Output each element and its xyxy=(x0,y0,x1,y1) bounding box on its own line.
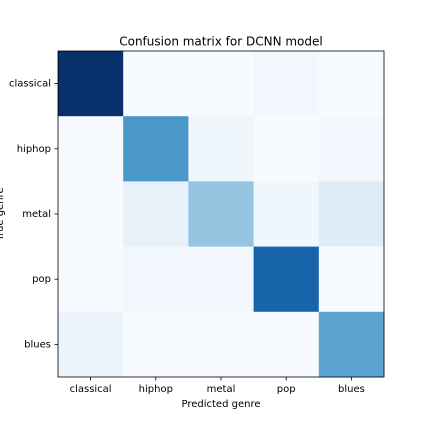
heatmap-cell xyxy=(318,181,385,248)
heatmap-cell xyxy=(188,51,255,117)
heatmap-cell xyxy=(123,116,189,182)
heatmap-cell xyxy=(188,116,255,182)
heatmap-cell xyxy=(58,311,124,378)
heatmap-cell xyxy=(253,116,320,182)
heatmap-cell xyxy=(188,246,255,313)
y-tick-label: pop xyxy=(32,274,51,285)
heatmap-cell xyxy=(318,246,385,313)
heatmap-cell xyxy=(253,181,320,248)
heatmap-cell xyxy=(318,116,385,182)
x-tick-label: metal xyxy=(207,384,236,395)
y-tick-label: blues xyxy=(24,339,51,350)
heatmap-cell xyxy=(58,116,124,182)
y-tick-label: hiphop xyxy=(17,144,51,155)
heatmap-cell xyxy=(123,246,189,313)
heatmap-cell xyxy=(123,311,189,378)
x-tick-label: pop xyxy=(277,384,296,395)
heatmap-cell xyxy=(318,311,385,378)
heatmap-cell xyxy=(58,181,124,248)
heatmap-cell xyxy=(318,51,385,117)
heatmap-cell xyxy=(253,311,320,378)
chart-title: Confusion matrix for DCNN model xyxy=(119,35,323,49)
heatmap-cell xyxy=(123,51,189,117)
heatmap-cell xyxy=(123,181,189,248)
heatmap-cell xyxy=(253,51,320,117)
x-tick-label: classical xyxy=(70,384,112,395)
y-axis-label: True genre xyxy=(0,187,6,241)
x-axis-label: Predicted genre xyxy=(181,399,260,410)
heatmap-cell xyxy=(253,246,320,313)
x-tick-label: hiphop xyxy=(139,384,173,395)
y-tick-label: classical xyxy=(9,79,51,90)
y-tick-label: metal xyxy=(22,209,51,220)
x-tick-label: blues xyxy=(338,384,365,395)
heatmap-cell xyxy=(188,181,255,248)
heatmap-cell xyxy=(188,311,255,378)
heatmap-cell xyxy=(58,246,124,313)
heatmap-cell xyxy=(58,51,124,117)
